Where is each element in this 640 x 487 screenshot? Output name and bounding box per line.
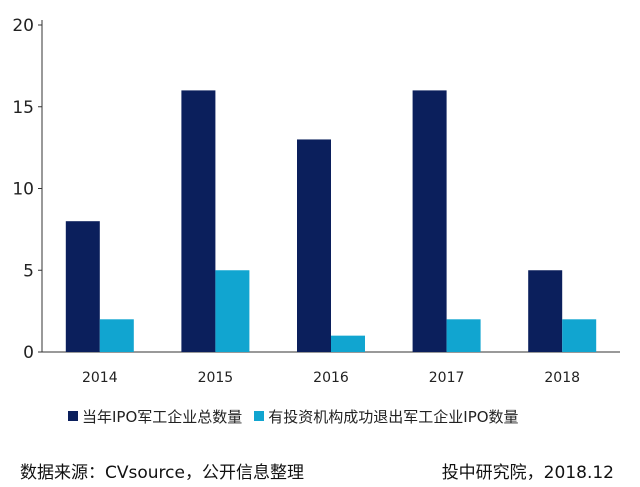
bar-2015-series-2 (215, 270, 250, 352)
bar-2016-series-1 (297, 139, 331, 352)
y-tick-label: 0 (23, 343, 34, 363)
legend-swatch-vc-exit-ipo (254, 411, 265, 421)
y-tick-label: 5 (23, 261, 34, 281)
chart-legend: 当年IPO军工企业总数量 有投资机构成功退出军工企业IPO数量 (68, 405, 531, 427)
bar-2018-series-1 (528, 270, 563, 352)
bar-2014-series-2 (99, 319, 134, 352)
bar-2015-series-1 (181, 90, 216, 353)
data-source-note: 数据来源：CVsource，公开信息整理 (20, 463, 304, 483)
bar-chart: 0 5 10 15 20 2014 2015 2016 2017 2018 (12, 16, 620, 386)
legend-item-total-ipo: 当年IPO军工企业总数量 (68, 406, 242, 427)
legend-label-vc-exit-ipo: 有投资机构成功退出军工企业IPO数量 (268, 407, 519, 426)
y-tick-label: 15 (12, 98, 34, 118)
publisher-credit: 投中研究院，2018.12 (441, 463, 614, 483)
x-tick-label: 2015 (198, 370, 234, 386)
x-tick-label: 2016 (313, 370, 349, 386)
bar-2017-series-2 (446, 319, 481, 352)
x-tick-label: 2017 (429, 370, 465, 386)
bar-2017-series-1 (412, 90, 447, 353)
legend-swatch-total-ipo (68, 411, 78, 421)
x-tick-label: 2018 (544, 370, 580, 386)
bar-2016-series-2 (331, 335, 365, 352)
bar-2014-series-1 (65, 221, 100, 352)
bar-2018-series-2 (562, 319, 597, 352)
y-tick-label: 20 (12, 16, 34, 36)
legend-label-total-ipo: 当年IPO军工企业总数量 (82, 407, 243, 426)
y-tick-label: 10 (12, 180, 34, 200)
legend-item-vc-exit-ipo: 有投资机构成功退出军工企业IPO数量 (254, 406, 519, 427)
x-tick-label: 2014 (82, 370, 118, 386)
